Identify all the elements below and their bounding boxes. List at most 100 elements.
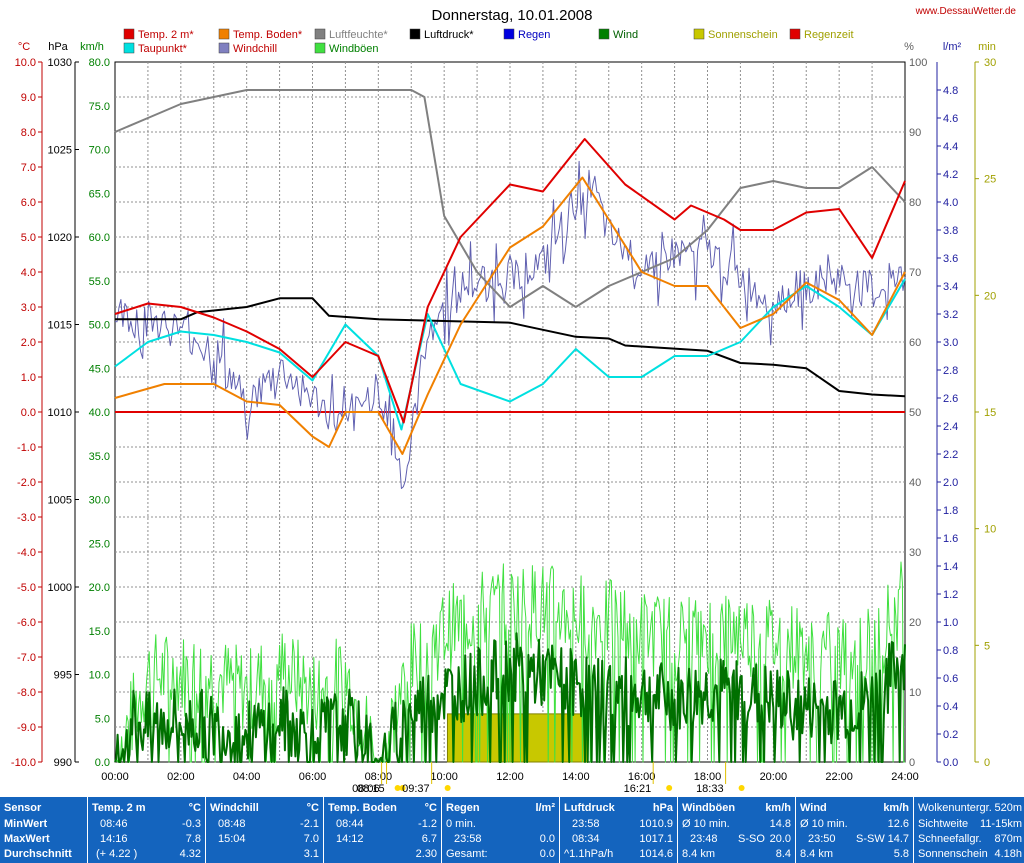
sunshine-label: Sonnenschein: [918, 848, 988, 860]
wind-tick-label: 75.0: [89, 101, 110, 113]
legend-label: Luftfeuchte*: [329, 29, 388, 41]
temp-tick-label: -4.0: [17, 547, 36, 559]
pressure-trend: ^1.1hPa/h: [564, 848, 614, 860]
rain-tick-label: 4.6: [943, 113, 958, 125]
rain-tick-label: 4.0: [943, 197, 958, 209]
temp-tick-label: -3.0: [17, 512, 36, 524]
legend-label: Windböen: [329, 43, 379, 55]
legend-swatch: [123, 28, 135, 40]
pressure-unit: hPa: [652, 802, 673, 814]
stats-col-sensor: Sensor MinWert MaxWert Durchschnitt: [0, 797, 88, 863]
visibility-value: 11-15km: [980, 818, 1022, 830]
temp-max-value: 7.8: [185, 833, 201, 845]
legend-label: Regen: [518, 29, 550, 41]
humidity-tick-label: 50: [909, 407, 921, 419]
wind-max-time: 23:50: [808, 833, 836, 845]
stats-col-pressure: Luftdruck hPa 23:58 1010.9 08:34 1017.1 ^1.…: [560, 797, 678, 863]
sun-tick-label: 25: [984, 174, 996, 186]
time-tick-label: 12:00: [496, 771, 524, 783]
sun-tick-label: 5: [984, 640, 990, 652]
wind-tick-label: 15.0: [89, 626, 110, 638]
rain-tick-label: 2.8: [943, 365, 958, 377]
chart-title: Donnerstag, 10.01.2008: [432, 7, 593, 24]
temp-tick-label: 3.0: [21, 302, 36, 314]
stats-col-gusts: Windböen km/h Ø 10 min. 14.8 23:48 S-SO 20.0…: [678, 797, 796, 863]
temp-tick-label: 9.0: [21, 92, 36, 104]
wind-tick-label: 25.0: [89, 538, 110, 550]
pressure-tick-label: 995: [54, 670, 72, 682]
wind-max-value: 14.7: [887, 833, 909, 845]
rain-tick-label: 4.8: [943, 85, 958, 97]
temp-tick-label: 2.0: [21, 337, 36, 349]
rain-tick-label: 1.0: [943, 617, 958, 629]
temp-tick-label: 5.0: [21, 232, 36, 244]
pressure-tick-label: 1020: [48, 232, 72, 244]
legend-swatch: [314, 42, 326, 54]
temp-tick-label: -10.0: [11, 757, 36, 769]
rain-tick-label: 2.4: [943, 421, 958, 433]
pressure-tick-label: 1025: [48, 145, 72, 157]
time-tick-label: 16:00: [628, 771, 656, 783]
legend-swatch: [409, 28, 421, 40]
ground-min-value: -1.2: [418, 818, 437, 830]
stats-col-ground: Temp. Boden °C 08:44 -1.2 14:12 6.7 2.30: [324, 797, 442, 863]
wind-tick-label: 35.0: [89, 451, 110, 463]
temp-tick-label: -8.0: [17, 687, 36, 699]
legend-swatch: [123, 42, 135, 54]
temp-tick-label: 4.0: [21, 267, 36, 279]
wind-tick-label: 80.0: [89, 57, 110, 69]
temp-unit: °C: [188, 802, 201, 814]
time-tick-label: 06:00: [299, 771, 327, 783]
event-time-label: 18:33: [696, 783, 724, 795]
pressure-tick-label: 990: [54, 757, 72, 769]
pressure-axis-unit: hPa: [48, 41, 68, 53]
time-tick-label: 02:00: [167, 771, 195, 783]
stats-avg-label: Durchschnitt: [4, 848, 72, 860]
sun-tick-label: 30: [984, 57, 996, 69]
windchill-min-value: -2.1: [300, 818, 319, 830]
ground-max-time: 14:12: [336, 833, 364, 845]
wind-tick-label: 10.0: [89, 670, 110, 682]
temp-tick-label: 7.0: [21, 162, 36, 174]
legend-swatch: [503, 28, 515, 40]
rain-time: 23:58: [454, 833, 482, 845]
temp-min-value: -0.3: [182, 818, 201, 830]
visibility-label: Sichtweite: [918, 818, 969, 830]
pressure-avg-value: 1014.6: [639, 848, 673, 860]
temp-tick-label: 0.0: [21, 407, 36, 419]
stats-min-label: MinWert: [4, 818, 48, 830]
wind-tick-label: 55.0: [89, 276, 110, 288]
temp-tick-label: -7.0: [17, 652, 36, 664]
gusts-avg-value: 14.8: [769, 818, 791, 830]
event-time-label: 08:15: [357, 783, 385, 795]
wind-tick-label: 40.0: [89, 407, 110, 419]
ground-min-time: 08:44: [336, 818, 364, 830]
temp-tick-label: -6.0: [17, 617, 36, 629]
sun-event-icon: [738, 785, 745, 791]
rain-axis-unit: l/m²: [943, 41, 962, 53]
time-tick-label: 14:00: [562, 771, 590, 783]
legend-swatch: [314, 28, 326, 40]
temp-tick-label: 1.0: [21, 372, 36, 384]
humidity-tick-label: 30: [909, 547, 921, 559]
wind-tick-label: 45.0: [89, 363, 110, 375]
windchill-max-time: 15:04: [218, 833, 246, 845]
rain-duration: 0 min.: [446, 818, 476, 830]
time-tick-label: 20:00: [760, 771, 788, 783]
sun-tick-label: 10: [984, 524, 996, 536]
snowline-label: Schneefallgr.: [918, 833, 982, 845]
sun-tick-label: 20: [984, 290, 996, 302]
wind-tick-label: 30.0: [89, 495, 110, 507]
wind-unit: km/h: [883, 802, 909, 814]
site-url[interactable]: www.DessauWetter.de: [915, 6, 1017, 17]
temp-tick-label: 8.0: [21, 127, 36, 139]
sun-event-icon: [399, 785, 406, 791]
time-tick-label: 00:00: [101, 771, 129, 783]
rain-tick-label: 0.2: [943, 729, 958, 741]
stats-sensor-header: Sensor: [4, 802, 42, 814]
wind-tick-label: 70.0: [89, 145, 110, 157]
temp-tick-label: -9.0: [17, 722, 36, 734]
pressure-min-value: 1010.9: [639, 818, 673, 830]
time-tick-label: 08:00: [365, 771, 393, 783]
